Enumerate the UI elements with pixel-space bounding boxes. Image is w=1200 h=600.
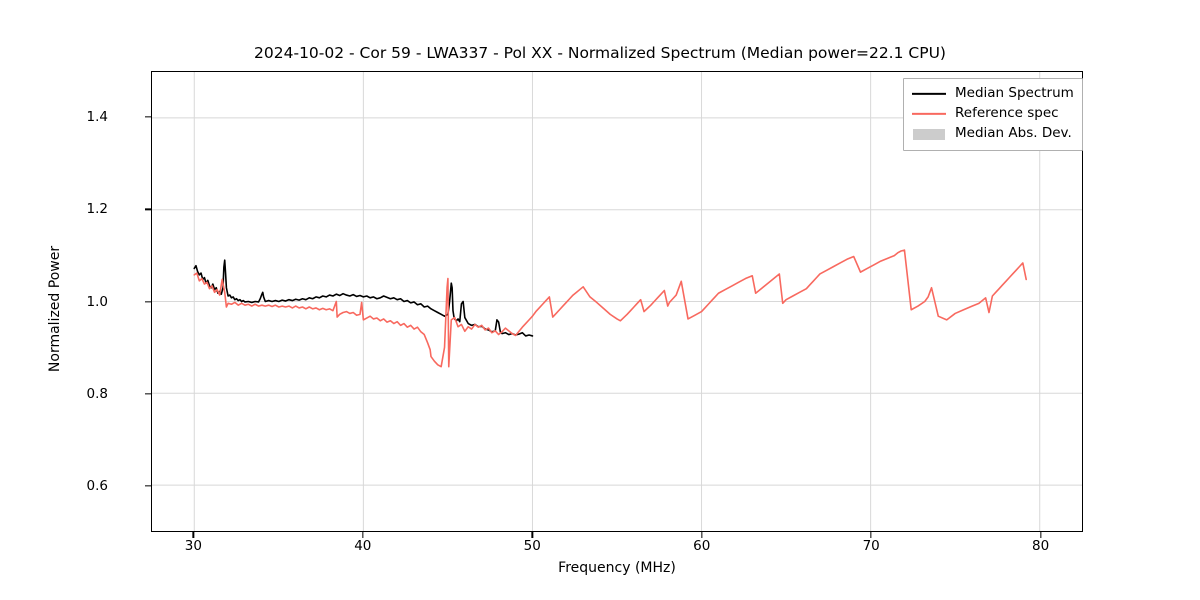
- x-tick-label: 40: [354, 538, 372, 554]
- x-tick-label: 60: [693, 538, 711, 554]
- x-tick-mark: [1039, 532, 1042, 538]
- legend-label: Median Abs. Dev.: [955, 125, 1072, 142]
- gridlines: [152, 72, 1082, 531]
- legend-item-median-spectrum: Median Spectrum: [912, 84, 1074, 104]
- chart-legend: Median Spectrum Reference spec Median Ab…: [903, 78, 1083, 151]
- x-tick-mark: [870, 532, 872, 538]
- legend-patch-key-icon: [912, 127, 946, 141]
- y-tick-mark: [145, 208, 151, 210]
- x-tick-mark: [531, 532, 533, 538]
- legend-item-reference-spec: Reference spec: [912, 104, 1074, 124]
- legend-line-key-icon: [912, 107, 946, 121]
- y-tick-label: 1.2: [86, 201, 108, 218]
- x-tick-label: 50: [523, 538, 541, 554]
- legend-label: Reference spec: [955, 105, 1059, 122]
- x-tick-mark: [701, 532, 703, 538]
- y-tick-label: 0.8: [86, 385, 108, 402]
- y-tick-label: 1.0: [86, 293, 108, 310]
- y-axis-label: Normalized Power: [47, 245, 63, 373]
- legend-label: Median Spectrum: [955, 85, 1074, 102]
- y-tick-mark: [145, 393, 151, 395]
- series-reference-spec: [194, 250, 1026, 367]
- x-tick-label: 80: [1032, 538, 1050, 554]
- x-tick-label: 70: [862, 538, 880, 554]
- page-title: 2024-10-02 - Cor 59 - LWA337 - Pol XX - …: [254, 44, 946, 62]
- series-median-spectrum: [194, 260, 532, 336]
- x-axis-label: Frequency (MHz): [558, 560, 676, 576]
- y-tick-mark: [145, 116, 151, 118]
- y-tick-label: 0.6: [86, 477, 108, 494]
- x-tick-label: 30: [184, 538, 202, 554]
- legend-line-key-icon: [912, 87, 946, 101]
- x-tick-mark: [192, 532, 195, 538]
- y-tick-label: 1.4: [86, 109, 108, 126]
- plot-canvas: [152, 72, 1082, 531]
- y-tick-mark: [145, 300, 151, 303]
- series-lines: [194, 250, 1026, 367]
- y-tick-mark: [145, 485, 151, 487]
- legend-item-median-abs-dev: Median Abs. Dev.: [912, 124, 1074, 144]
- x-tick-mark: [362, 532, 364, 538]
